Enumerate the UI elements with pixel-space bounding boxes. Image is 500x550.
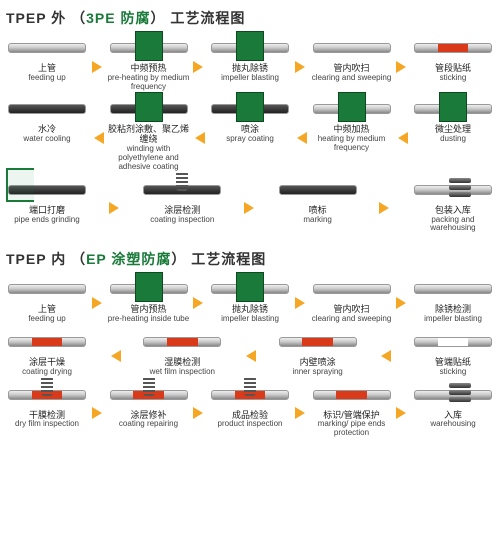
step-label-en: water cooling xyxy=(23,135,70,144)
flow-arrow-icon xyxy=(295,61,307,73)
step-label-en: feeding up xyxy=(28,74,65,83)
step-label-en: spray coating xyxy=(226,135,274,144)
step-label-en: winding with polyethylene and adhesive c… xyxy=(108,145,190,171)
step-label-cn: 胶粘剂涂敷、聚乙烯缠绕 xyxy=(108,125,190,145)
process-step: 喷标marking xyxy=(277,176,359,225)
flow-arrow-icon xyxy=(193,61,205,73)
process-step: 包装入库packing and warehousing xyxy=(412,176,494,233)
process-step: 内壁喷涂inner spraying xyxy=(277,328,359,377)
flow-arrow-icon xyxy=(295,132,307,144)
flow-arrow-icon xyxy=(396,61,408,73)
step-label-en: marking/ pipe ends protection xyxy=(311,420,393,438)
process-step: 管内预热pre-heating inside tube xyxy=(108,275,190,324)
chart1: TPEP 外 （3PE 防腐） 工艺流程图上管feeding up 中频预热pre… xyxy=(0,0,500,241)
step-label-en: heating by medium frequency xyxy=(311,135,393,153)
flow-arrow-icon xyxy=(244,202,256,214)
step-label-en: impeller blasting xyxy=(424,315,482,324)
process-step: 胶粘剂涂敷、聚乙烯缠绕winding with polyethylene and… xyxy=(108,95,190,171)
flow-arrow-icon xyxy=(92,61,104,73)
flow-arrow-icon xyxy=(295,297,307,309)
step-label-en: feeding up xyxy=(28,315,65,324)
step-label-en: packing and warehousing xyxy=(412,216,494,234)
process-step: 除锈检测impeller blasting xyxy=(412,275,494,324)
step-label-en: clearing and sweeping xyxy=(312,315,392,324)
flow-arrow-icon xyxy=(379,350,391,362)
process-step: 喷涂spray coating xyxy=(209,95,291,144)
process-row: 涂层干燥coating drying 湿膜检测wet film inspectio… xyxy=(6,328,494,377)
flow-arrow-icon xyxy=(92,407,104,419)
process-step: 端口打磨pipe ends grinding xyxy=(6,176,88,225)
process-row: 干膜检测dry film inspection 涂层修补coating repai… xyxy=(6,381,494,438)
flow-arrow-icon xyxy=(396,132,408,144)
flow-arrow-icon xyxy=(92,132,104,144)
process-step: 管段贴纸sticking xyxy=(412,34,494,83)
flow-arrow-icon xyxy=(193,132,205,144)
process-step: 标识/管端保护marking/ pipe ends protection xyxy=(311,381,393,438)
chart2: TPEP 内 （EP 涂塑防腐） 工艺流程图上管feeding up 管内预热pr… xyxy=(0,241,500,446)
flow-arrow-icon xyxy=(193,297,205,309)
step-label-en: coating inspection xyxy=(150,216,214,225)
process-step: 涂层检测coating inspection xyxy=(141,176,223,225)
process-step: 成品检验product inspection xyxy=(209,381,291,430)
step-label-en: dusting xyxy=(440,135,466,144)
flow-arrow-icon xyxy=(193,407,205,419)
chart-title: TPEP 外 （3PE 防腐） 工艺流程图 xyxy=(6,8,494,28)
process-step: 抛丸除锈impeller blasting xyxy=(209,275,291,324)
process-step: 管端贴纸sticking xyxy=(412,328,494,377)
flow-arrow-icon xyxy=(109,350,121,362)
step-label-en: impeller blasting xyxy=(221,315,279,324)
process-step: 干膜检测dry film inspection xyxy=(6,381,88,430)
step-label-en: warehousing xyxy=(430,420,475,429)
process-row: 上管feeding up 中频预热pre-heating by medium fr… xyxy=(6,34,494,91)
process-step: 中频预热pre-heating by medium frequency xyxy=(108,34,190,91)
process-step: 涂层干燥coating drying xyxy=(6,328,88,377)
flow-arrow-icon xyxy=(244,350,256,362)
flow-arrow-icon xyxy=(92,297,104,309)
chart-title: TPEP 内 （EP 涂塑防腐） 工艺流程图 xyxy=(6,249,494,269)
step-label-en: pipe ends grinding xyxy=(14,216,79,225)
process-row: 端口打磨pipe ends grinding 涂层检测coating inspec… xyxy=(6,176,494,233)
step-label-en: clearing and sweeping xyxy=(312,74,392,83)
process-step: 入库warehousing xyxy=(412,381,494,430)
flow-arrow-icon xyxy=(396,297,408,309)
step-label-en: wet film inspection xyxy=(150,368,215,377)
process-row: 水冷water cooling 胶粘剂涂敷、聚乙烯缠绕winding with p… xyxy=(6,95,494,171)
process-step: 涂层修补coating repairing xyxy=(108,381,190,430)
flow-arrow-icon xyxy=(109,202,121,214)
flow-arrow-icon xyxy=(295,407,307,419)
process-step: 上管feeding up xyxy=(6,275,88,324)
step-label-en: product inspection xyxy=(218,420,283,429)
process-step: 中频加热heating by medium frequency xyxy=(311,95,393,152)
step-label-en: pre-heating inside tube xyxy=(108,315,189,324)
step-label-en: marking xyxy=(303,216,331,225)
step-label-en: coating repairing xyxy=(119,420,178,429)
process-step: 管内吹扫clearing and sweeping xyxy=(311,275,393,324)
process-step: 上管feeding up xyxy=(6,34,88,83)
step-label-en: sticking xyxy=(440,368,467,377)
process-step: 湿膜检测wet film inspection xyxy=(141,328,223,377)
step-label-en: sticking xyxy=(440,74,467,83)
process-row: 上管feeding up 管内预热pre-heating inside tube 抛… xyxy=(6,275,494,324)
process-step: 水冷water cooling xyxy=(6,95,88,144)
step-label-en: impeller blasting xyxy=(221,74,279,83)
step-label-en: pre-heating by medium frequency xyxy=(108,74,190,92)
step-label-en: dry film inspection xyxy=(15,420,79,429)
process-step: 抛丸除锈impeller blasting xyxy=(209,34,291,83)
process-step: 管内吹扫clearing and sweeping xyxy=(311,34,393,83)
process-step: 微尘处理dusting xyxy=(412,95,494,144)
flow-arrow-icon xyxy=(396,407,408,419)
flow-arrow-icon xyxy=(379,202,391,214)
step-label-en: inner spraying xyxy=(293,368,343,377)
